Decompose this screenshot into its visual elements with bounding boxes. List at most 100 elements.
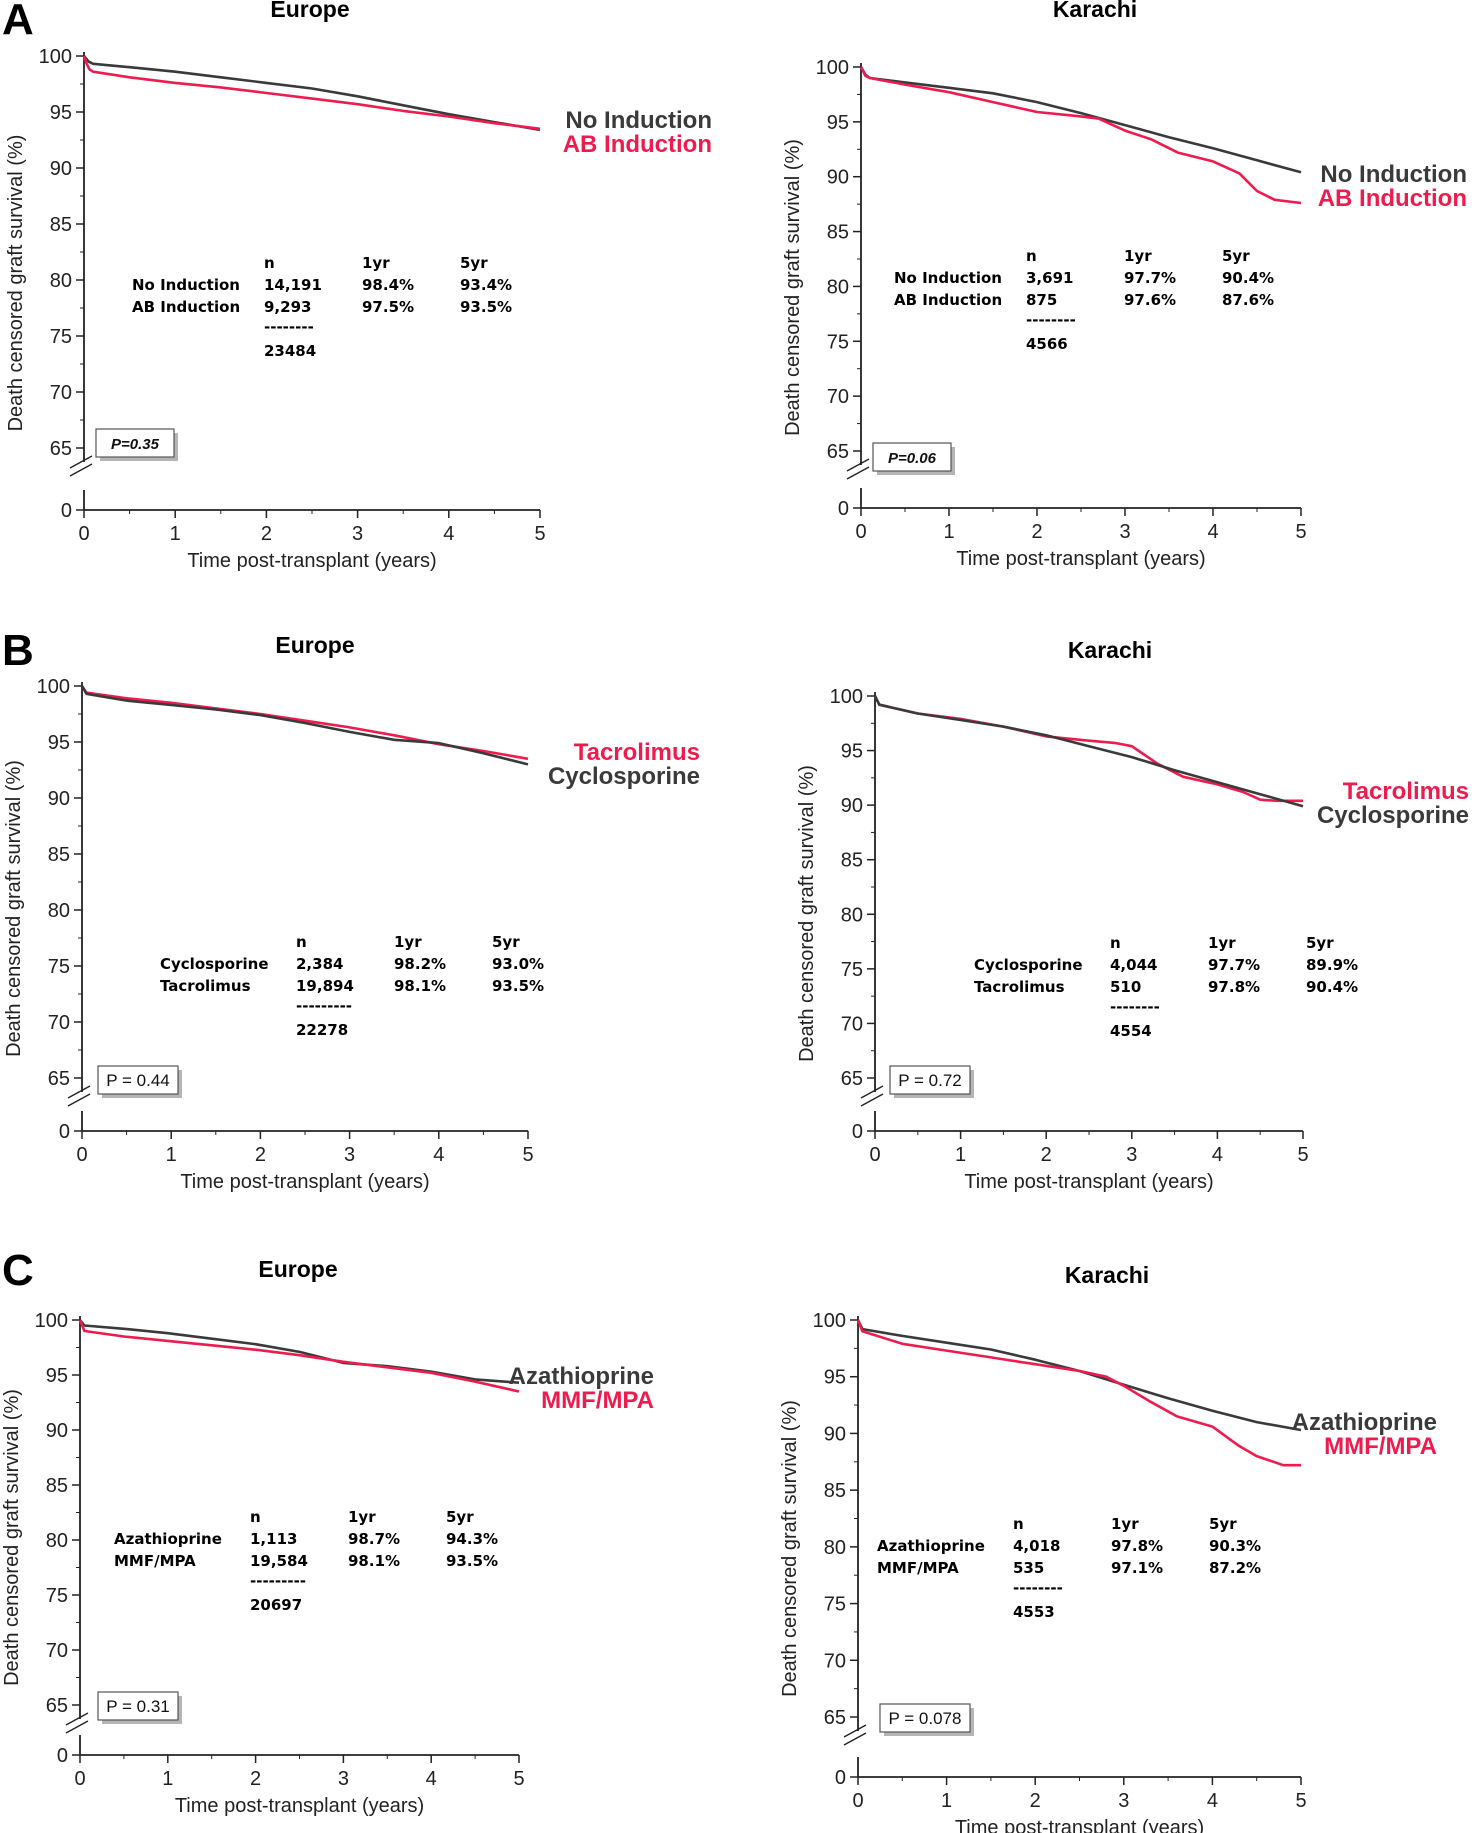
table-cell-1yr: 97.6% bbox=[1124, 291, 1176, 309]
chart-c-karachi: Karachi 65 70 75 80 85 90 95 100 00 1 2 3 4 5 Time post… bbox=[779, 1262, 1437, 1833]
y-tick-label: 70 bbox=[841, 1013, 863, 1035]
legend-label-tacrolimus: Tacrolimus bbox=[574, 739, 700, 766]
legend-label-azathioprine: Azathioprine bbox=[509, 1363, 654, 1390]
series-line-ab-induction bbox=[859, 66, 1302, 205]
y-tick-label: 80 bbox=[46, 1530, 68, 1552]
p-value-label: P = 0.72 bbox=[898, 1071, 962, 1090]
series-line-cyclosporine bbox=[873, 695, 1304, 808]
table-cell-n: 19,584 bbox=[250, 1552, 308, 1570]
y-tick-label: 80 bbox=[827, 276, 849, 298]
x-tick-label: 4 bbox=[443, 523, 454, 545]
y-tick-label: 0 bbox=[59, 1121, 70, 1143]
table-cell-5yr: 93.0% bbox=[492, 955, 544, 973]
table-header: 1yr bbox=[394, 933, 422, 951]
y-tick-label: 65 bbox=[48, 1068, 70, 1090]
table-cell-1yr: 97.1% bbox=[1111, 1559, 1163, 1577]
x-tick-label: 3 bbox=[1126, 1144, 1137, 1166]
table-header: n bbox=[264, 254, 275, 272]
table-cell-5yr: 93.5% bbox=[460, 298, 512, 316]
table-divider: -------- bbox=[1110, 998, 1160, 1016]
table-cell-n: 2,384 bbox=[296, 955, 343, 973]
table-row-label: Azathioprine bbox=[877, 1537, 985, 1555]
y-tick-label: 100 bbox=[39, 46, 72, 68]
table-cell-n: 535 bbox=[1013, 1559, 1044, 1577]
y-tick-label: 75 bbox=[50, 326, 72, 348]
table-cell-n: 875 bbox=[1026, 291, 1057, 309]
y-tick-label: 100 bbox=[813, 1310, 846, 1332]
x-tick-label: 3 bbox=[352, 523, 363, 545]
y-tick-label: 95 bbox=[46, 1365, 68, 1387]
x-tick-label: 5 bbox=[1297, 1144, 1308, 1166]
table-divider: -------- bbox=[264, 318, 314, 336]
chart-a-karachi: Karachi 65 70 75 80 85 90 95 100 00 1 2 3 4 5 Time post… bbox=[782, 0, 1467, 570]
axis-break-mark bbox=[69, 463, 93, 477]
x-tick-label: 0 bbox=[869, 1144, 880, 1166]
table-row-label: MMF/MPA bbox=[114, 1552, 196, 1570]
table-header: 1yr bbox=[1208, 934, 1236, 952]
p-value-box bbox=[872, 442, 952, 472]
y-tick-label: 70 bbox=[827, 386, 849, 408]
axis-break-mark bbox=[69, 455, 93, 469]
series-line-azathioprine bbox=[856, 1319, 1302, 1432]
chart-title: Europe bbox=[270, 0, 349, 22]
table-total: 23484 bbox=[264, 342, 316, 360]
x-tick-label: 0 bbox=[74, 1768, 85, 1790]
y-tick-label: 80 bbox=[841, 904, 863, 926]
table-cell-n: 4,018 bbox=[1013, 1537, 1060, 1555]
y-tick-label: 0 bbox=[838, 498, 849, 520]
p-value-label: P=0.35 bbox=[111, 436, 160, 453]
table-header: 5yr bbox=[492, 933, 520, 951]
table-cell-n: 19,894 bbox=[296, 977, 354, 995]
table-row-label: Cyclosporine bbox=[974, 956, 1083, 974]
table-total: 4554 bbox=[1110, 1022, 1152, 1040]
table-cell-5yr: 87.6% bbox=[1222, 291, 1274, 309]
table-header: 1yr bbox=[362, 254, 390, 272]
y-tick-label: 90 bbox=[824, 1423, 846, 1445]
y-tick-label: 0 bbox=[835, 1767, 846, 1789]
table-cell-5yr: 93.4% bbox=[460, 276, 512, 294]
table-divider: --------- bbox=[250, 1572, 306, 1590]
table-divider: -------- bbox=[1013, 1579, 1063, 1597]
x-tick-label: 2 bbox=[1041, 1144, 1052, 1166]
y-tick-label: 0 bbox=[61, 500, 72, 522]
table-cell-5yr: 87.2% bbox=[1209, 1559, 1261, 1577]
table-cell-1yr: 98.4% bbox=[362, 276, 414, 294]
axis-break-mark bbox=[67, 1085, 91, 1099]
y-tick-label: 0 bbox=[852, 1121, 863, 1143]
table-cell-5yr: 90.3% bbox=[1209, 1537, 1261, 1555]
y-axis-label: Death censored graft survival (%) bbox=[1, 1389, 23, 1686]
panel-letter-c: C bbox=[2, 1246, 34, 1295]
x-tick-label: 3 bbox=[344, 1144, 355, 1166]
table-cell-1yr: 98.2% bbox=[394, 955, 446, 973]
y-tick-label: 90 bbox=[46, 1420, 68, 1442]
x-tick-label: 4 bbox=[426, 1768, 437, 1790]
table-header: n bbox=[1110, 934, 1121, 952]
table-header: n bbox=[1013, 1515, 1024, 1533]
p-value-label: P=0.06 bbox=[888, 450, 937, 467]
x-tick-label: 5 bbox=[522, 1144, 533, 1166]
table-header: 5yr bbox=[1209, 1515, 1237, 1533]
panel-letter-b: B bbox=[2, 626, 34, 675]
table-divider: -------- bbox=[1026, 311, 1076, 329]
axis-break-mark bbox=[860, 1093, 884, 1107]
series-line-azathioprine bbox=[78, 1319, 520, 1384]
x-tick-label: 5 bbox=[513, 1768, 524, 1790]
table-header: 1yr bbox=[1124, 247, 1152, 265]
p-value-box bbox=[95, 428, 175, 458]
table-cell-1yr: 98.7% bbox=[348, 1530, 400, 1548]
y-tick-label: 65 bbox=[50, 438, 72, 460]
y-tick-label: 95 bbox=[50, 102, 72, 124]
y-tick-label: 80 bbox=[48, 900, 70, 922]
legend-label-ab-induction: AB Induction bbox=[1318, 185, 1467, 212]
table-header: 1yr bbox=[1111, 1515, 1139, 1533]
table-header: 5yr bbox=[1306, 934, 1334, 952]
table-header: n bbox=[250, 1508, 261, 1526]
table-cell-5yr: 93.5% bbox=[446, 1552, 498, 1570]
y-axis-label: Death censored graft survival (%) bbox=[3, 760, 25, 1057]
legend-label-azathioprine: Azathioprine bbox=[1292, 1409, 1437, 1436]
x-tick-label: 4 bbox=[1207, 521, 1218, 543]
y-tick-label: 85 bbox=[827, 222, 849, 244]
series-line-tacrolimus bbox=[873, 695, 1303, 803]
x-tick-label: 4 bbox=[433, 1144, 444, 1166]
